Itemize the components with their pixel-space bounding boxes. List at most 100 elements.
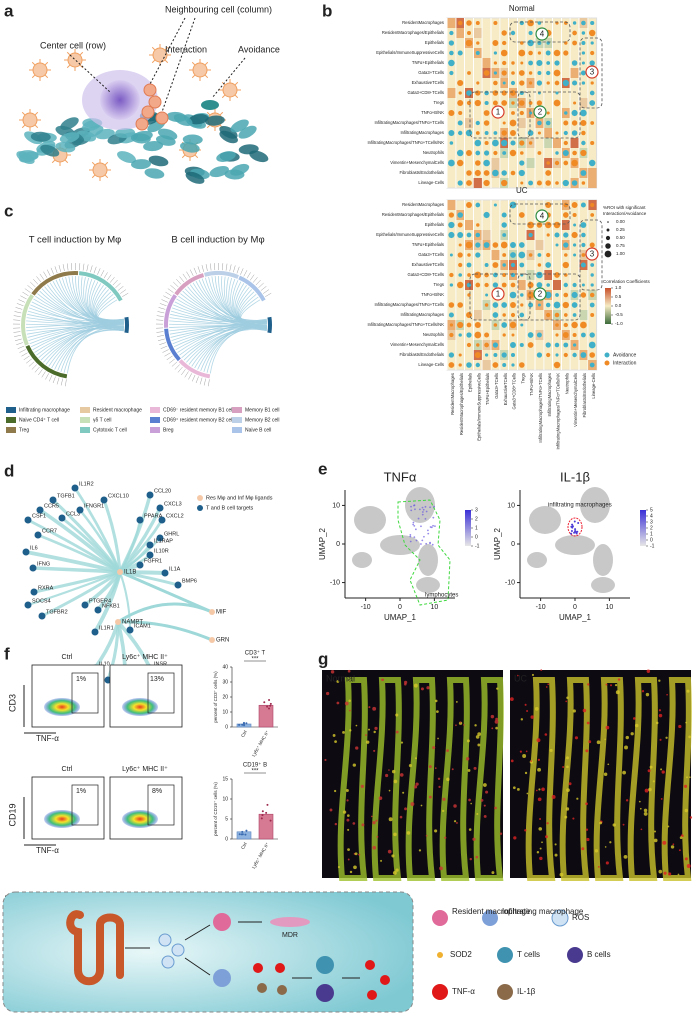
dot xyxy=(484,303,489,307)
cell-spike xyxy=(151,59,156,64)
dot xyxy=(536,271,543,279)
dot xyxy=(537,51,542,55)
expr-dot xyxy=(420,543,422,545)
dot xyxy=(493,80,498,86)
flow-frame xyxy=(31,664,105,728)
stain xyxy=(624,745,628,750)
stain xyxy=(594,849,599,853)
stain xyxy=(347,669,351,673)
dot xyxy=(581,232,586,238)
bar-title: CD19⁺ B xyxy=(243,762,267,769)
stain xyxy=(670,845,675,849)
stain xyxy=(455,821,458,824)
chord-ring xyxy=(31,271,79,296)
dot xyxy=(510,302,516,308)
node-label: NFKB1 xyxy=(102,603,120,609)
target-node xyxy=(136,516,144,524)
il1b xyxy=(277,985,287,995)
expr-dot xyxy=(412,521,415,524)
umap-cluster xyxy=(529,506,561,534)
stain xyxy=(536,851,540,854)
cell-spike xyxy=(79,64,84,69)
stain xyxy=(499,832,503,835)
row-label: Gata3+CD8+TCells xyxy=(407,90,444,95)
stain xyxy=(388,817,393,822)
dot xyxy=(449,332,454,338)
point xyxy=(241,723,244,726)
dot xyxy=(563,322,568,328)
heat-cell xyxy=(570,68,579,78)
chord-title: B cell induction by Mφ xyxy=(171,235,264,246)
gene-tick xyxy=(156,315,164,317)
stain xyxy=(538,788,541,791)
dot xyxy=(518,212,525,218)
dot xyxy=(492,362,499,368)
dot xyxy=(493,51,497,55)
region-circle xyxy=(533,105,547,119)
umap-cluster xyxy=(593,544,613,576)
stain xyxy=(622,823,625,826)
legend-label: T cells xyxy=(517,950,540,959)
region-number: 3 xyxy=(590,250,595,259)
gene-tick xyxy=(106,274,112,281)
dot xyxy=(493,150,498,156)
col-label: TNFα+B/NK xyxy=(529,373,534,396)
gene-tick xyxy=(210,263,212,271)
stain xyxy=(545,686,548,688)
dot xyxy=(527,19,534,27)
hub-node xyxy=(117,569,123,575)
y-tick-label: 0 xyxy=(225,724,228,730)
stain xyxy=(564,815,568,819)
heat-cell xyxy=(464,220,474,230)
stain xyxy=(467,769,471,772)
gene-tick xyxy=(38,369,43,376)
dot xyxy=(466,262,472,268)
label: Center cell (row) xyxy=(40,40,106,50)
gene-tick xyxy=(186,271,191,278)
flow-frame xyxy=(109,664,183,728)
dot xyxy=(589,90,595,96)
cell-spike xyxy=(91,161,96,166)
dot xyxy=(562,79,569,87)
cell-spike xyxy=(66,64,71,69)
bar xyxy=(258,704,274,728)
dot xyxy=(475,131,480,135)
dot xyxy=(580,352,587,358)
dot xyxy=(501,30,507,36)
expr-dot xyxy=(409,535,412,538)
dot xyxy=(546,111,550,115)
dot xyxy=(562,149,569,157)
dot xyxy=(589,302,595,308)
node-label: CSF1 xyxy=(32,513,46,519)
stain xyxy=(381,678,384,682)
expr-dot xyxy=(421,506,424,509)
dot xyxy=(457,50,463,56)
node-label: CXCL3 xyxy=(164,501,182,507)
heat-cell xyxy=(535,240,544,250)
heat-cell xyxy=(455,28,465,38)
chord-ring xyxy=(78,271,123,302)
stain xyxy=(374,726,378,731)
stain xyxy=(483,783,487,787)
point xyxy=(261,810,264,813)
dot xyxy=(589,292,595,298)
expr-dot xyxy=(575,532,578,535)
dot xyxy=(467,253,471,257)
gene-tick xyxy=(86,264,89,272)
chord-ring xyxy=(204,271,239,279)
dot xyxy=(492,302,499,308)
gene-tick xyxy=(222,263,224,271)
dot xyxy=(581,130,586,136)
dot xyxy=(537,303,541,307)
stain xyxy=(410,802,415,806)
target-node xyxy=(76,506,84,514)
stain xyxy=(446,777,450,782)
hub-node xyxy=(209,609,215,615)
teal-cell xyxy=(144,168,165,179)
dot xyxy=(563,130,568,136)
stain xyxy=(355,746,359,750)
gene-tick xyxy=(179,276,184,283)
gene-tick xyxy=(173,281,179,288)
dot xyxy=(458,273,462,277)
flow-frame xyxy=(31,776,105,840)
